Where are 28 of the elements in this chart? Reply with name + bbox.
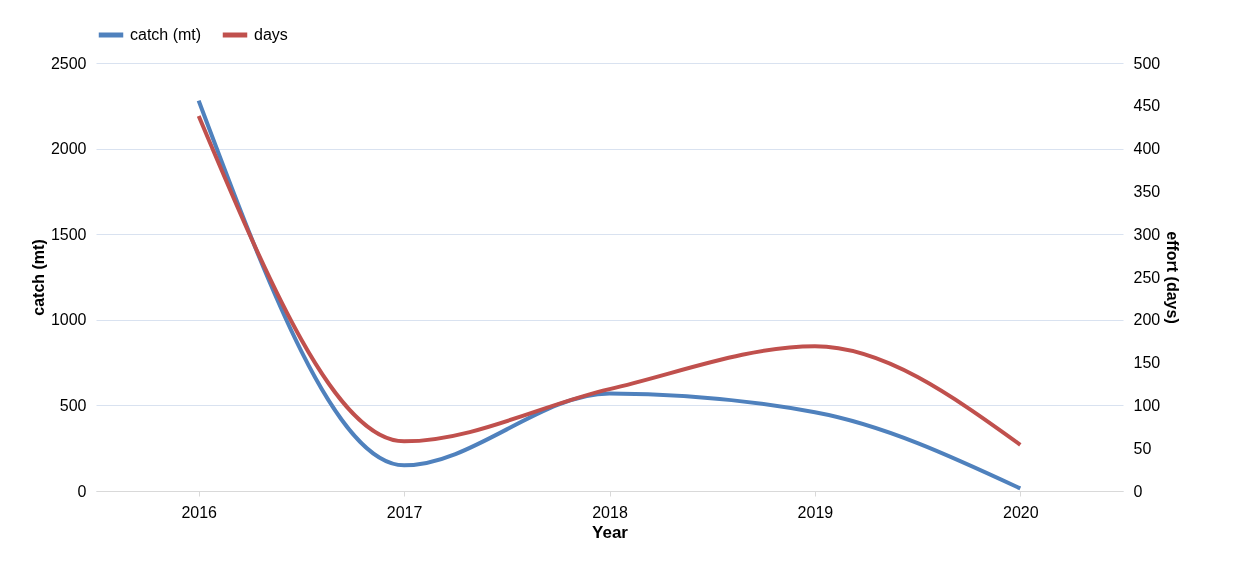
y-tick-label: 500 [59,396,87,414]
y-tick-label: 1500 [50,225,87,243]
x-tick-label: 2016 [181,503,218,521]
x-tick-label: 2020 [1003,503,1039,521]
y2-axis-title: effort (days) [1164,231,1182,324]
x-tick-label: 2018 [592,503,628,521]
y2-tick-label: 350 [1133,182,1161,200]
y2-tick-label: 450 [1133,97,1161,115]
y2-tick-label: 300 [1133,225,1161,243]
y-tick-label: 2500 [50,54,87,72]
y2-tick-label: 200 [1133,311,1161,329]
y2-tick-label: 100 [1133,396,1161,414]
y2-tick-label: 50 [1133,439,1152,457]
y-tick-label: 0 [77,482,87,500]
y2-tick-label: 150 [1133,354,1161,372]
y2-tick-label: 250 [1133,268,1161,286]
y-tick-label: 1000 [50,311,87,329]
legend-label: catch (mt) [130,26,202,43]
legend-label: days [254,26,288,43]
x-tick-label: 2019 [797,503,834,521]
y-tick-label: 2000 [50,140,87,158]
x-axis-title: Year [592,522,629,542]
y-axis-title: catch (mt) [29,239,47,316]
line-series [196,114,1023,447]
y2-tick-label: 500 [1133,54,1161,72]
x-tick-label: 2017 [386,503,423,521]
y2-tick-label: 0 [1133,482,1143,500]
y2-tick-label: 400 [1133,140,1161,158]
